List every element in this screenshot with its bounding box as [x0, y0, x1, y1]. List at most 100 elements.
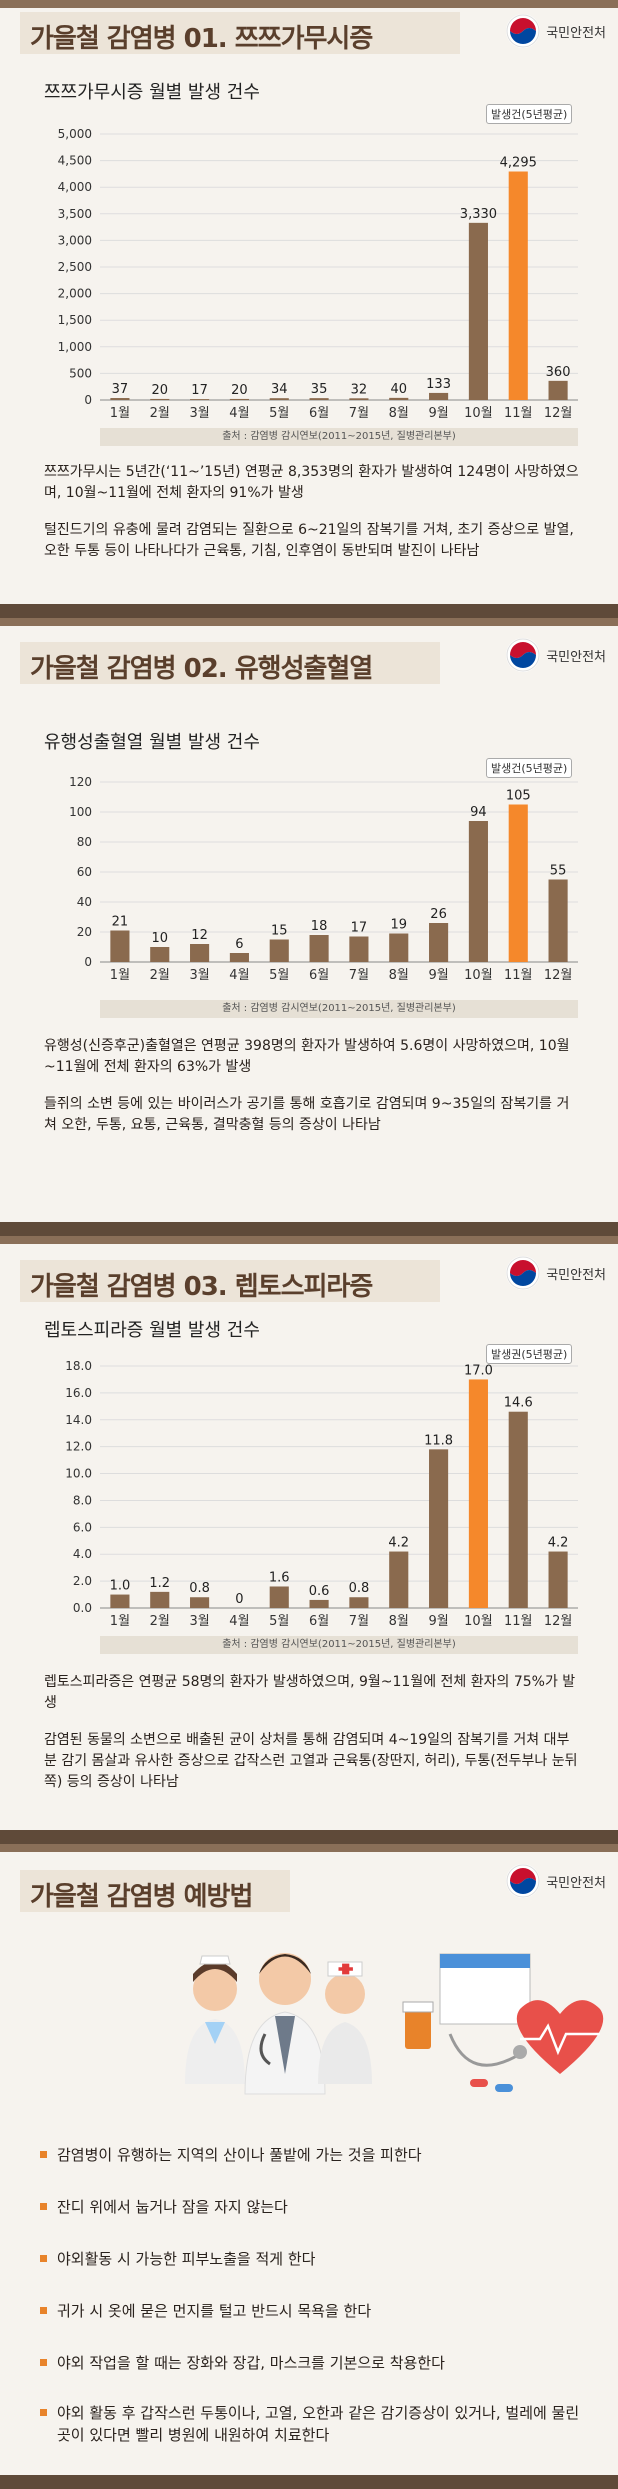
y-tick-label: 1,000: [58, 340, 92, 354]
x-tick-label: 6월: [309, 1614, 329, 1629]
prevention-item: 야외 활동 후 갑작스런 두통이나, 고열, 오한과 같은 감기증상이 있거나,…: [40, 2402, 580, 2446]
y-tick-label: 20: [77, 925, 92, 939]
logo: 국민안전처: [506, 14, 606, 48]
top-bar: [0, 0, 618, 8]
bar: [229, 398, 249, 400]
y-tick-label: 0: [84, 393, 92, 407]
heart-icon: [516, 2000, 604, 2074]
bar: [309, 398, 329, 400]
y-tick-label: 100: [69, 805, 92, 819]
data-label: 94: [470, 805, 487, 820]
data-label: 17: [191, 383, 208, 398]
x-tick-label: 7월: [349, 968, 369, 983]
data-label: 4.2: [548, 1536, 569, 1551]
section-title: 가을철 감염병 03. 렙토스피라증: [30, 1272, 373, 1302]
bar: [190, 1597, 210, 1608]
x-tick-label: 2월: [150, 1614, 170, 1629]
x-tick-label: 12월: [544, 406, 573, 421]
emblem-icon: [506, 1864, 541, 1898]
data-label: 10: [151, 931, 168, 946]
x-tick-label: 1월: [110, 406, 130, 421]
bar: [229, 953, 249, 962]
prevention-item: 야외활동 시 가능한 피부노출을 적게 한다: [40, 2248, 315, 2269]
x-tick-label: 4월: [229, 406, 249, 421]
bar: [389, 1551, 409, 1608]
source-note: 출처 : 감염병 감시연보(2011~2015년, 질병관리본부): [100, 1000, 578, 1018]
x-tick-label: 8월: [389, 968, 409, 983]
bullet-icon: [40, 2409, 47, 2416]
medical-staff-illustration: [185, 1953, 604, 2095]
bar: [429, 1449, 449, 1608]
y-tick-label: 4,500: [58, 154, 92, 168]
section-title: 가을철 감염병 02. 유행성출혈열: [30, 654, 373, 684]
legend: 발생건(5년평균): [486, 758, 573, 778]
section-title: 가을철 감염병 01. 쯔쯔가무시증: [30, 24, 373, 54]
bar: [110, 1594, 130, 1608]
x-tick-label: 11월: [504, 1614, 533, 1629]
x-tick-label: 4월: [229, 968, 249, 983]
top-bar: [0, 618, 618, 626]
top-bar: [0, 1844, 618, 1852]
bullet-icon: [40, 2203, 47, 2210]
title-band: [20, 12, 460, 54]
x-tick-label: 11월: [504, 406, 533, 421]
data-label: 40: [390, 382, 407, 397]
bullet-icon: [40, 2307, 47, 2314]
data-label: 133: [426, 377, 451, 392]
y-tick-label: 18.0: [65, 1359, 92, 1373]
y-tick-label: 4,000: [58, 180, 92, 194]
bar: [150, 398, 170, 400]
doctor-center-icon: [244, 1953, 326, 2095]
paragraph-2: 털진드기의 유충에 물려 감염되는 질환으로 6~21일의 잠복기를 거쳐, 초…: [44, 522, 574, 559]
x-tick-label: 8월: [389, 1614, 409, 1629]
logo-text: 국민안전처: [546, 1267, 606, 1283]
x-tick-label: 10월: [464, 968, 493, 983]
emblem-icon: [506, 638, 541, 672]
bar: [508, 1411, 528, 1608]
y-tick-label: 10.0: [65, 1467, 92, 1481]
y-tick-label: 5,000: [58, 127, 92, 141]
y-tick-label: 8.0: [73, 1493, 92, 1507]
bullet-icon: [40, 2255, 47, 2262]
x-tick-label: 5월: [269, 1614, 289, 1629]
logo-text: 국민안전처: [546, 1875, 606, 1891]
paragraph-1: 쯔쯔가무시는 5년간(‘11~’15년) 연평균 8,353명의 환자가 발생하…: [44, 464, 579, 501]
bullet-icon: [40, 2151, 47, 2158]
x-tick-label: 3월: [189, 968, 209, 983]
bar: [389, 933, 409, 962]
data-label: 0.6: [309, 1584, 330, 1599]
paragraph-1: 유행성(신증후군)출혈열은 연평균 398명의 환자가 발생하여 5.6명이 사…: [44, 1038, 570, 1075]
x-tick-label: 12월: [544, 1614, 573, 1629]
data-label: 20: [151, 383, 168, 398]
bar: [468, 1379, 488, 1608]
data-label: 17: [351, 921, 368, 936]
y-tick-label: 2,000: [58, 287, 92, 301]
chart-tsutsugamushi: 0 500 1,000 1,500 2,000 2,500 3,000 3,500 4,000 4…: [58, 127, 578, 421]
legend: 발생권(5년평균): [486, 1344, 573, 1364]
logo-text: 국민안전처: [546, 25, 606, 41]
x-tick-label: 2월: [150, 406, 170, 421]
x-tick-label: 6월: [309, 406, 329, 421]
data-label: 26: [430, 907, 447, 922]
data-label: 1.2: [149, 1576, 170, 1591]
data-label: 37: [112, 382, 129, 397]
chart-leptospirosis: 0.0 2.0 4.0 6.0 8.0 10.0 12.0 14.0 16.0 18.0 1.0 1월…: [65, 1359, 578, 1629]
x-tick-label: 9월: [428, 968, 448, 983]
x-tick-label: 7월: [349, 1614, 369, 1629]
bar: [429, 392, 449, 400]
bar: [548, 879, 568, 962]
bar: [110, 930, 130, 962]
y-tick-label: 3,500: [58, 207, 92, 221]
x-tick-label: 9월: [428, 1614, 448, 1629]
x-tick-label: 4월: [229, 1614, 249, 1629]
y-tick-label: 3,000: [58, 233, 92, 247]
data-label: 105: [506, 789, 531, 804]
y-tick-label: 500: [69, 366, 92, 380]
section-leptospirosis: 가을철 감염병 03. 렙토스피라증 국민안전처 렙토스피라증 월별 발생 건수…: [0, 1236, 618, 1844]
data-label: 55: [550, 864, 567, 879]
prevention-item: 야외 작업을 할 때는 장화와 장갑, 마스크를 기본으로 착용한다: [40, 2352, 445, 2373]
x-tick-label: 1월: [110, 968, 130, 983]
bottom-bar: [0, 2475, 618, 2489]
bar: [190, 399, 210, 400]
data-label: 360: [546, 365, 571, 380]
